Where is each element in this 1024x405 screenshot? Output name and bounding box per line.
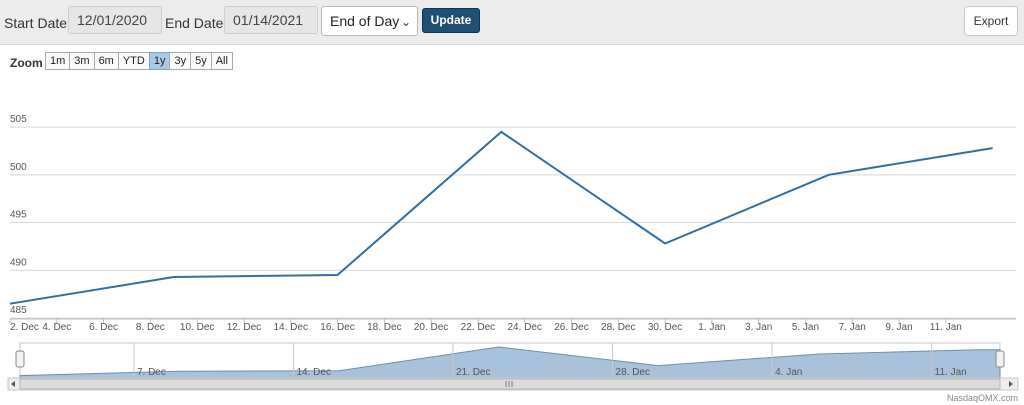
navigator-right-handle[interactable] [995, 350, 1005, 368]
x-axis: 2. Dec 4. Dec 6. Dec 8. Dec 10. Dec 12. Dec 14… [9, 319, 962, 333]
toolbar: Start Date: 12/01/2020 End Date: 01/14/2… [0, 0, 1024, 45]
x-tick-label: 18. Dec [367, 322, 401, 333]
zoom-button-group: 1m 3m 6m YTD 1y 3y 5y All [45, 52, 233, 70]
navigator[interactable]: 7. Dec 14. Dec 21. Dec 28. Dec 4. Jan 11. Jan [7, 342, 1019, 391]
zoom-label: Zoom [10, 56, 43, 70]
navigator-tick-label: 14. Dec [296, 367, 330, 378]
series-line [9, 130, 993, 305]
y-tick-label: 485 [10, 305, 27, 316]
x-tick-label: 12. Dec [227, 322, 261, 333]
scroll-left-arrow-icon[interactable] [11, 381, 15, 387]
zoom-button-3m[interactable]: 3m [69, 52, 95, 70]
chevron-down-icon: ⌄ [400, 15, 411, 29]
x-tick-label: 14. Dec [274, 322, 308, 333]
navigator-tick-label: 7. Dec [137, 367, 166, 378]
x-tick-label: 7. Jan [839, 322, 866, 333]
x-tick-label: 20. Dec [414, 322, 448, 333]
navigator-tick-label: 28. Dec [616, 367, 650, 378]
period-select[interactable]: End of Day ⌄ [321, 6, 418, 36]
x-tick-label: 9. Jan [885, 322, 912, 333]
start-date-field[interactable]: 12/01/2020 [68, 6, 162, 34]
x-tick-label: 26. Dec [554, 322, 588, 333]
credit-text: NasdaqOMX.com [946, 393, 1018, 403]
y-axis: 485 490 495 500 505 [10, 114, 27, 316]
y-tick-label: 500 [10, 162, 27, 173]
zoom-button-6m[interactable]: 6m [93, 52, 119, 70]
zoom-button-ytd[interactable]: YTD [117, 52, 150, 70]
x-tick-label: 30. Dec [648, 322, 682, 333]
export-button[interactable]: Export [964, 6, 1018, 36]
navigator-tick-label: 11. Jan [935, 367, 967, 378]
x-tick-label: 16. Dec [320, 322, 354, 333]
y-tick-label: 495 [10, 210, 27, 221]
x-tick-label: 10. Dec [180, 322, 214, 333]
x-tick-label: 24. Dec [507, 322, 541, 333]
navigator-tick-label: 21. Dec [456, 367, 490, 378]
update-button[interactable]: Update [422, 8, 480, 33]
x-tick-label: 5. Jan [792, 322, 819, 333]
x-tick-label: 11. Jan [930, 322, 962, 333]
x-tick-label: 1. Jan [698, 322, 725, 333]
x-tick-label: 4. Dec [42, 322, 71, 333]
period-select-value: End of Day [330, 13, 400, 29]
x-tick-label: 8. Dec [136, 322, 165, 333]
x-tick-label: 3. Jan [745, 322, 772, 333]
end-date-field[interactable]: 01/14/2021 [224, 6, 318, 34]
x-tick-label: 6. Dec [89, 322, 118, 333]
navigator-tick-label: 4. Jan [775, 367, 802, 378]
scroll-right-arrow-icon[interactable] [1009, 381, 1013, 387]
x-tick-label: 2. Dec [10, 322, 39, 333]
y-tick-label: 490 [10, 257, 27, 268]
zoom-button-all[interactable]: All [210, 52, 233, 70]
navigator-left-handle[interactable] [15, 350, 25, 368]
start-date-label: Start Date: [4, 15, 71, 31]
x-tick-label: 28. Dec [601, 322, 635, 333]
gridlines [10, 126, 1016, 320]
y-tick-label: 505 [10, 114, 27, 125]
end-date-label: End Date: [165, 15, 228, 31]
scrollbar-thumb[interactable] [19, 378, 1001, 390]
x-tick-label: 22. Dec [461, 322, 495, 333]
